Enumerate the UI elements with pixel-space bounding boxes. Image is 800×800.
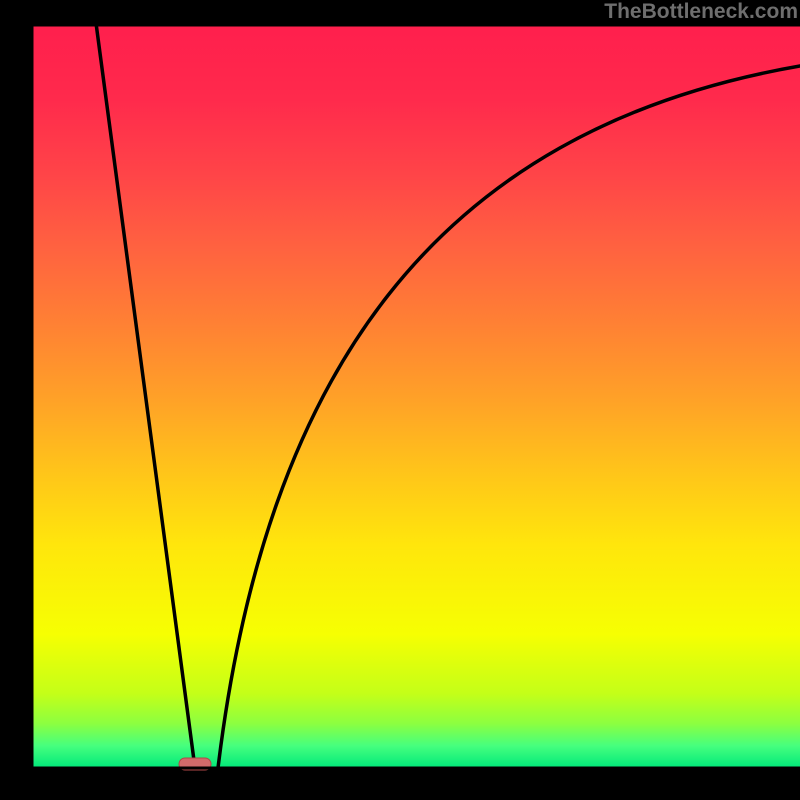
bottleneck-chart [0,0,800,800]
watermark-text: TheBottleneck.com [604,0,798,24]
chart-container: TheBottleneck.com [0,0,800,800]
